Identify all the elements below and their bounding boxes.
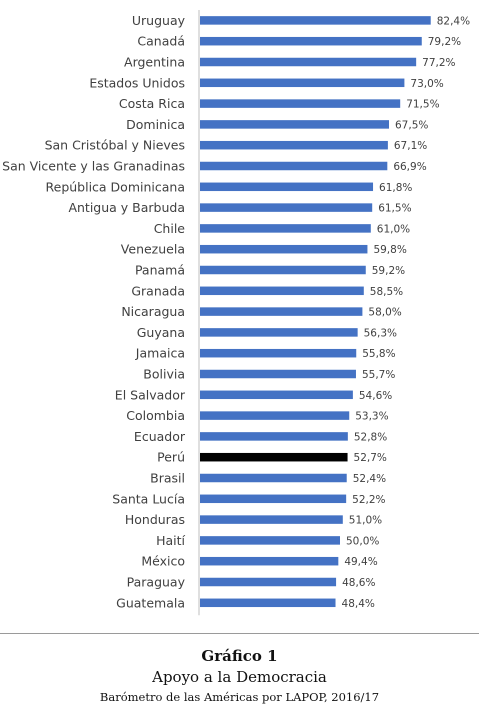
bar-republica-dominicana — [200, 182, 374, 192]
bar-san-cristobal-y-nieves — [200, 140, 388, 150]
bar-estados-unidos — [200, 78, 405, 88]
bars-group: Uruguay 82,4% Canadá 79,2% Argentina 77,2% Est… — [2, 13, 470, 610]
value-label-santa-lucia: 52,2% — [352, 494, 385, 506]
bar-bolivia — [200, 369, 356, 379]
category-label-argentina: Argentina — [124, 55, 185, 70]
value-label-colombia: 53,3% — [355, 411, 388, 423]
value-label-peru: 52,7% — [354, 452, 387, 464]
category-label-republica-dominicana: República Dominicana — [46, 179, 186, 194]
category-label-granada: Granada — [131, 283, 185, 298]
value-label-mexico: 49,4% — [344, 556, 377, 568]
category-label-chile: Chile — [154, 221, 186, 236]
bar-venezuela — [200, 244, 368, 254]
category-label-san-vicente-y-las-granadinas: San Vicente y las Granadinas — [2, 159, 185, 174]
category-label-guatemala: Guatemala — [116, 595, 185, 610]
bar-guatemala — [200, 598, 336, 608]
category-label-bolivia: Bolivia — [143, 367, 185, 382]
bar-nicaragua — [200, 307, 363, 316]
value-label-canada: 79,2% — [428, 36, 461, 48]
category-label-santa-lucia: Santa Lucía — [112, 491, 185, 506]
category-label-ecuador: Ecuador — [134, 429, 186, 444]
value-label-dominica: 67,5% — [395, 119, 428, 131]
bar-honduras — [200, 515, 343, 524]
value-label-panama: 59,2% — [372, 265, 405, 277]
category-label-honduras: Honduras — [125, 512, 185, 527]
bar-peru — [200, 452, 348, 462]
value-label-san-vicente-y-las-granadinas: 66,9% — [393, 161, 426, 173]
value-label-guatemala: 48,4% — [342, 598, 375, 610]
bar-mexico — [200, 556, 339, 566]
category-label-mexico: México — [141, 554, 185, 569]
category-label-peru: Perú — [157, 450, 185, 465]
category-label-venezuela: Venezuela — [121, 242, 185, 257]
category-label-antigua-y-barbuda: Antigua y Barbuda — [68, 200, 185, 215]
bar-panama — [200, 265, 366, 275]
category-label-dominica: Dominica — [126, 117, 185, 132]
bar-costa-rica — [200, 99, 401, 108]
value-label-paraguay: 48,6% — [342, 577, 375, 589]
category-label-panama: Panamá — [135, 263, 185, 278]
category-label-brasil: Brasil — [150, 471, 185, 486]
value-label-nicaragua: 58,0% — [368, 307, 401, 319]
value-label-guyana: 56,3% — [364, 327, 397, 339]
bar-colombia — [200, 411, 350, 420]
bar-haiti — [200, 536, 340, 545]
value-label-republica-dominicana: 61,8% — [379, 182, 412, 194]
bar-jamaica — [200, 348, 357, 358]
value-label-antigua-y-barbuda: 61,5% — [378, 203, 411, 215]
bar-uruguay — [200, 16, 431, 25]
bar-ecuador — [200, 432, 348, 441]
caption-divider — [0, 633, 479, 634]
category-label-el-salvador: El Salvador — [115, 387, 186, 402]
value-label-venezuela: 59,8% — [373, 244, 406, 256]
horizontal-bar-chart: Uruguay 82,4% Canadá 79,2% Argentina 77,2% Est… — [2, 10, 470, 616]
value-label-ecuador: 52,8% — [354, 431, 387, 443]
value-label-costa-rica: 71,5% — [406, 99, 439, 111]
value-label-honduras: 51,0% — [349, 515, 382, 527]
value-label-brasil: 52,4% — [353, 473, 386, 485]
category-label-estados-unidos: Estados Unidos — [89, 75, 185, 90]
value-label-el-salvador: 54,6% — [359, 390, 392, 402]
figure-source: Barómetro de las Américas por LAPOP, 201… — [99, 690, 380, 704]
value-label-chile: 61,0% — [377, 223, 410, 235]
value-label-bolivia: 55,7% — [362, 369, 395, 381]
value-label-haiti: 50,0% — [346, 535, 379, 547]
value-label-granada: 58,5% — [370, 286, 403, 298]
bar-paraguay — [200, 577, 337, 587]
category-label-colombia: Colombia — [126, 408, 185, 423]
bar-dominica — [200, 120, 389, 129]
value-label-estados-unidos: 73,0% — [410, 78, 443, 90]
figure-title: Apoyo a la Democracia — [152, 668, 327, 686]
category-label-guyana: Guyana — [137, 325, 185, 340]
bar-antigua-y-barbuda — [200, 203, 373, 212]
category-label-costa-rica: Costa Rica — [119, 96, 185, 111]
category-label-nicaragua: Nicaragua — [121, 304, 185, 319]
category-label-san-cristobal-y-nieves: San Cristóbal y Nieves — [45, 138, 185, 153]
category-label-jamaica: Jamaica — [135, 346, 185, 361]
value-label-uruguay: 82,4% — [437, 15, 470, 27]
bar-el-salvador — [200, 390, 353, 400]
value-label-argentina: 77,2% — [422, 57, 455, 69]
figure-number: Gráfico 1 — [201, 647, 278, 665]
bar-canada — [200, 36, 422, 46]
bar-chile — [200, 224, 371, 233]
bar-santa-lucia — [200, 494, 347, 504]
value-label-san-cristobal-y-nieves: 67,1% — [394, 140, 427, 152]
bar-brasil — [200, 473, 347, 483]
bar-san-vicente-y-las-granadinas — [200, 161, 388, 171]
category-label-canada: Canadá — [137, 34, 185, 49]
category-label-haiti: Haití — [156, 533, 185, 548]
category-label-uruguay: Uruguay — [132, 13, 186, 28]
bar-granada — [200, 286, 364, 296]
category-label-paraguay: Paraguay — [127, 575, 186, 590]
bar-guyana — [200, 328, 358, 337]
bar-argentina — [200, 57, 417, 67]
value-label-jamaica: 55,8% — [362, 348, 395, 360]
